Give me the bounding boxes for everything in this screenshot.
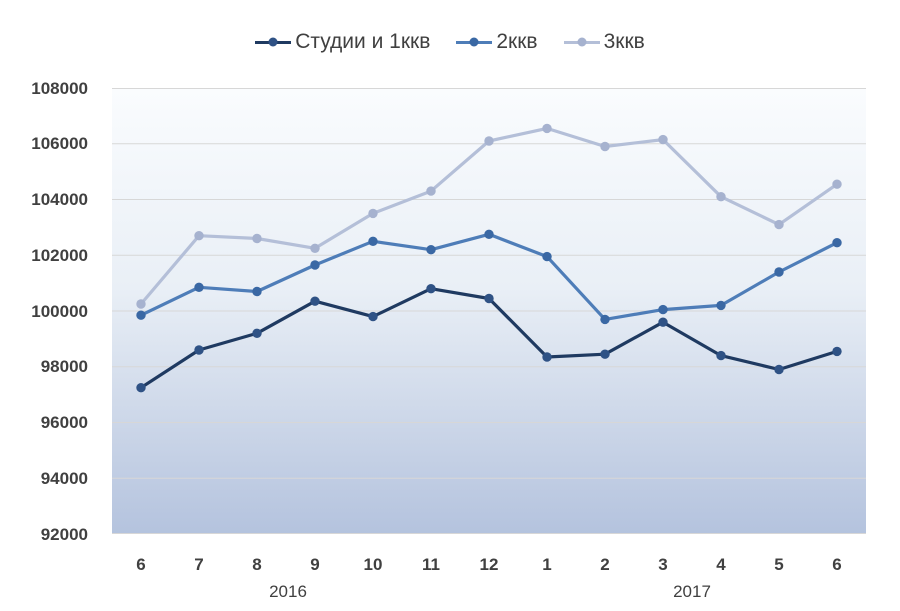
series-2-point-7	[542, 123, 552, 134]
legend-marker-dot-icon	[577, 37, 587, 47]
legend-line-marker-icon	[456, 37, 493, 47]
series-1-point-8	[600, 314, 610, 325]
series-0-point-3	[310, 296, 320, 306]
series-1-point-9	[658, 304, 668, 315]
y-tick-label: 100000	[31, 301, 88, 321]
legend-label: 3ккв	[603, 30, 645, 53]
series-0-point-8	[600, 349, 610, 359]
series-1-point-2	[252, 286, 262, 297]
legend-marker-dot-icon	[268, 37, 278, 47]
x-tick-label: 10	[363, 555, 383, 574]
series-1-point-11	[774, 267, 784, 277]
y-tick-label: 94000	[40, 468, 88, 488]
x-tick-label: 11	[422, 555, 440, 574]
series-2-point-0	[136, 299, 146, 309]
y-tick-label: 106000	[31, 134, 88, 154]
series-1-point-7	[542, 251, 552, 262]
series-2-point-4	[368, 208, 378, 219]
legend-line-marker-icon	[563, 37, 600, 47]
series-2-point-1	[194, 231, 204, 241]
series-0-point-5	[426, 284, 436, 294]
series-1-point-10	[716, 300, 726, 311]
legend-item-2kkv: 2ккв	[456, 30, 538, 54]
x-tick-label: 1	[542, 555, 552, 574]
series-1-point-3	[310, 260, 320, 270]
legend-line-marker-icon	[255, 37, 292, 47]
series-1-point-6	[484, 229, 494, 239]
y-tick-label: 104000	[31, 190, 88, 209]
series-0-point-9	[658, 317, 668, 327]
series-2-point-8	[600, 141, 610, 152]
y-tick-label: 98000	[40, 357, 88, 377]
x-tick-label: 12	[479, 555, 499, 574]
x-tick-label: 2	[600, 555, 610, 574]
y-tick-label: 108000	[31, 78, 88, 98]
series-2-point-10	[716, 192, 726, 202]
series-0-point-4	[368, 311, 378, 322]
series-0-point-7	[542, 352, 552, 362]
series-0-point-10	[716, 350, 726, 361]
plot-area	[112, 88, 866, 534]
series-0-point-11	[774, 364, 784, 375]
series-2-point-2	[252, 233, 262, 244]
x-tick-label: 8	[252, 555, 262, 574]
legend-label: Студии и 1ккв	[295, 30, 431, 53]
series-2-point-6	[484, 136, 494, 146]
y-tick-label: 92000	[40, 524, 88, 544]
series-1-point-5	[426, 245, 436, 255]
y-tick-label: 96000	[40, 413, 88, 432]
x-tick-label: 5	[774, 555, 784, 574]
series-1-point-12	[832, 238, 842, 248]
series-1-point-1	[194, 282, 204, 292]
series-2-point-9	[658, 134, 668, 145]
x-tick-label: 6	[136, 555, 146, 574]
legend-marker-dot-icon	[469, 37, 479, 47]
series-2-point-5	[426, 186, 436, 196]
series-1-point-0	[136, 310, 146, 320]
year-label-2016: 2016	[269, 582, 307, 601]
x-tick-label: 6	[832, 555, 842, 574]
series-0-point-1	[194, 345, 204, 355]
series-0-point-0	[136, 383, 146, 393]
legend-item-studii-1kkv: Студии и 1ккв	[255, 30, 430, 54]
x-tick-label: 4	[716, 555, 726, 574]
series-1-point-4	[368, 236, 378, 246]
series-0-point-12	[832, 346, 842, 357]
x-tick-label: 7	[194, 555, 204, 574]
series-2-point-3	[310, 243, 320, 253]
y-tick-label: 102000	[31, 245, 88, 265]
series-2-point-12	[832, 179, 842, 189]
series-0-point-6	[484, 293, 494, 304]
x-tick-label: 3	[658, 555, 668, 574]
x-tick-label: 9	[310, 555, 320, 574]
legend-label: 2ккв	[496, 30, 538, 53]
legend-item-3kkv: 3ккв	[563, 30, 645, 54]
series-2-point-11	[774, 219, 784, 230]
chart-legend: Студии и 1ккв 2ккв 3ккв	[0, 30, 900, 54]
series-0-point-2	[252, 328, 262, 338]
year-label-2017: 2017	[673, 582, 711, 601]
